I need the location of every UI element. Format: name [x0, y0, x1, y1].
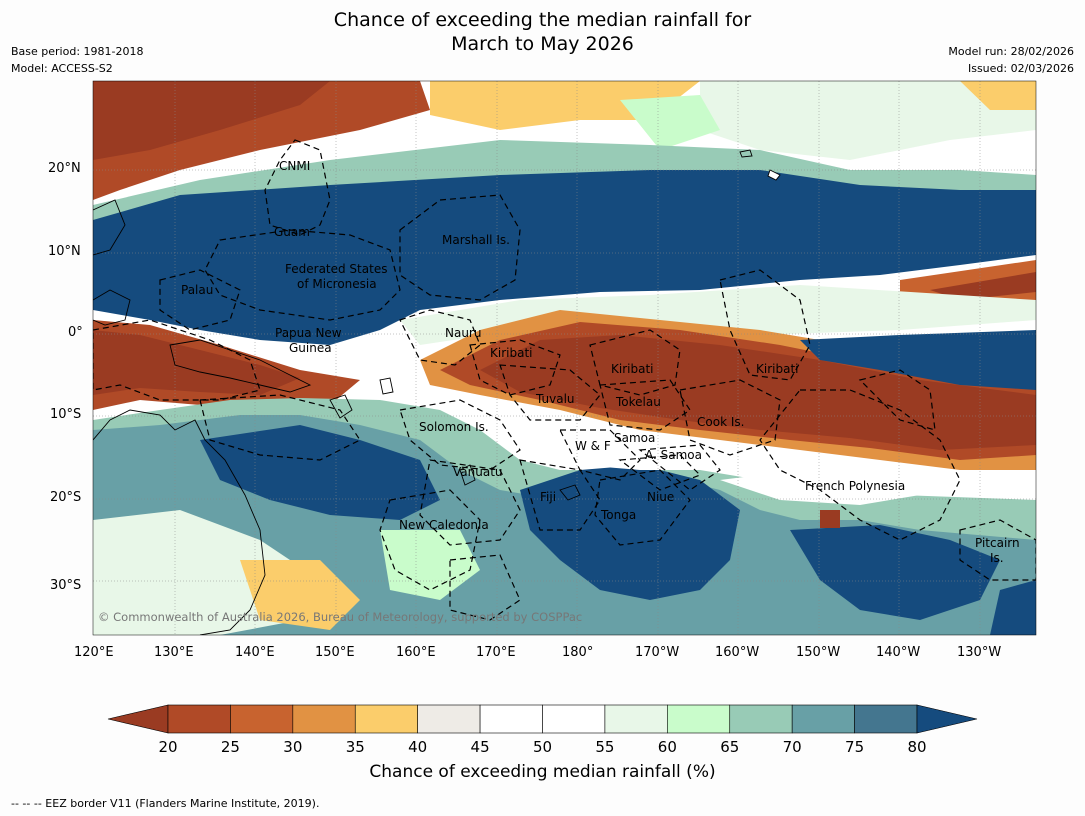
label-kiribati-1: Kiribati — [490, 346, 532, 360]
colorbar-segment — [667, 704, 731, 734]
lon-label: 140°W — [876, 645, 921, 660]
lon-label: 170°E — [476, 645, 516, 660]
lat-label: 10°N — [48, 244, 81, 259]
label-kiribati-3: Kiribati — [756, 362, 798, 376]
lat-label: 20°S — [50, 490, 82, 505]
lon-label: 130°E — [154, 645, 194, 660]
colorbar-tick-label: 60 — [657, 738, 677, 756]
meta-left: Base period: 1981-2018 Model: ACCESS-S2 — [11, 43, 143, 77]
colorbar-segment — [479, 704, 543, 734]
colorbar-segment — [542, 704, 606, 734]
colorbar-segment — [230, 704, 294, 734]
colorbar-tick-label: 30 — [283, 738, 303, 756]
copyright-notice: © Commonwealth of Australia 2026, Bureau… — [98, 610, 582, 624]
colorbar-tick-label: 50 — [532, 738, 553, 756]
label-fiji: Fiji — [540, 490, 556, 504]
label-cook-is: Cook Is. — [697, 415, 744, 429]
label-new-caledonia: New Caledonia — [399, 518, 489, 532]
colorbar-tick-label: 55 — [595, 738, 615, 756]
issued-date: Issued: 02/03/2026 — [967, 62, 1074, 75]
meta-right: Model run: 28/02/2026 Issued: 02/03/2026 — [948, 43, 1074, 77]
base-period: Base period: 1981-2018 — [11, 45, 144, 58]
colorbar-segment — [604, 704, 668, 734]
colorbar-extend-high — [916, 704, 978, 734]
title-line-1: Chance of exceeding the median rainfall … — [333, 9, 752, 31]
lon-label: 130°W — [957, 645, 1002, 660]
label-tonga: Tonga — [600, 508, 636, 522]
colorbar-segment — [791, 704, 855, 734]
label-kiribati-2: Kiribati — [611, 362, 653, 376]
label-tuvalu: Tuvalu — [535, 392, 575, 406]
lon-label: 150°E — [315, 645, 355, 660]
colorbar-tick-label: 80 — [907, 738, 927, 756]
colorbar-segment — [167, 704, 231, 734]
lon-label: 120°E — [74, 645, 114, 660]
label-pitcairn-2: Is. — [990, 551, 1004, 565]
colorbar-label: Chance of exceeding median rainfall (%) — [369, 762, 716, 782]
label-guam: Guam — [274, 225, 310, 239]
colorbar-tick-label: 45 — [470, 738, 490, 756]
model-run: Model run: 28/02/2026 — [948, 45, 1074, 58]
label-tokelau: Tokelau — [615, 395, 661, 409]
colorbar-tick-label: 25 — [220, 738, 240, 756]
model-name: Model: ACCESS-S2 — [11, 62, 113, 75]
label-vanuatu: Vanuatu — [453, 465, 503, 479]
label-fsm-2: of Micronesia — [297, 277, 377, 291]
label-palau: Palau — [181, 283, 213, 297]
colorbar-segment — [417, 704, 481, 734]
label-cnmi: CNMI — [279, 159, 310, 173]
lat-label: 30°S — [50, 578, 82, 593]
lat-label: 10°S — [50, 407, 82, 422]
colorbar-segment — [354, 704, 418, 734]
label-png-1: Papua New — [275, 326, 342, 340]
colorbar-tick-label: 65 — [720, 738, 740, 756]
colorbar-tick-label: 75 — [845, 738, 865, 756]
colorbar-tick-label: 35 — [345, 738, 365, 756]
colorbar-tick-label: 40 — [408, 738, 428, 756]
eez-footnote: -- -- -- EEZ border V11 (Flanders Marine… — [11, 797, 320, 810]
lon-label: 170°W — [635, 645, 680, 660]
coastlines — [93, 149, 781, 635]
lon-label: 160°W — [715, 645, 760, 660]
label-fsm-1: Federated States — [285, 262, 387, 276]
label-pitcairn-1: Pitcairn — [975, 536, 1020, 550]
colorbar — [107, 704, 978, 734]
lat-label: 20°N — [48, 161, 81, 176]
colorbar-tick-label: 70 — [782, 738, 802, 756]
label-marshall-is: Marshall Is. — [442, 233, 510, 247]
label-niue: Niue — [647, 490, 674, 504]
label-wallis-futuna: W & F — [575, 439, 611, 453]
lon-label: 180° — [562, 645, 594, 660]
title-line-2: March to May 2026 — [451, 33, 634, 55]
label-american-samoa: A. Samoa — [645, 448, 702, 462]
label-solomon-is: Solomon Is. — [419, 420, 489, 434]
colorbar-segment — [292, 704, 356, 734]
map-frame — [92, 80, 1037, 636]
label-samoa: Samoa — [614, 431, 655, 445]
rainfall-probability-field — [93, 81, 1036, 635]
eez-borders — [93, 139, 1036, 621]
label-nauru: Nauru — [445, 326, 481, 340]
region-labels: CNMI Guam Marshall Is. Federated States … — [181, 159, 1020, 565]
colorbar-segment — [729, 704, 793, 734]
lat-label: 0° — [68, 325, 83, 340]
lon-label: 160°E — [396, 645, 436, 660]
lon-label: 150°W — [796, 645, 841, 660]
colorbar-extend-low — [107, 704, 169, 734]
lon-label: 140°E — [235, 645, 275, 660]
colorbar-segment — [854, 704, 918, 734]
label-french-polynesia: French Polynesia — [805, 479, 905, 493]
label-png-2: Guinea — [289, 341, 332, 355]
colorbar-tick-label: 20 — [158, 738, 178, 756]
